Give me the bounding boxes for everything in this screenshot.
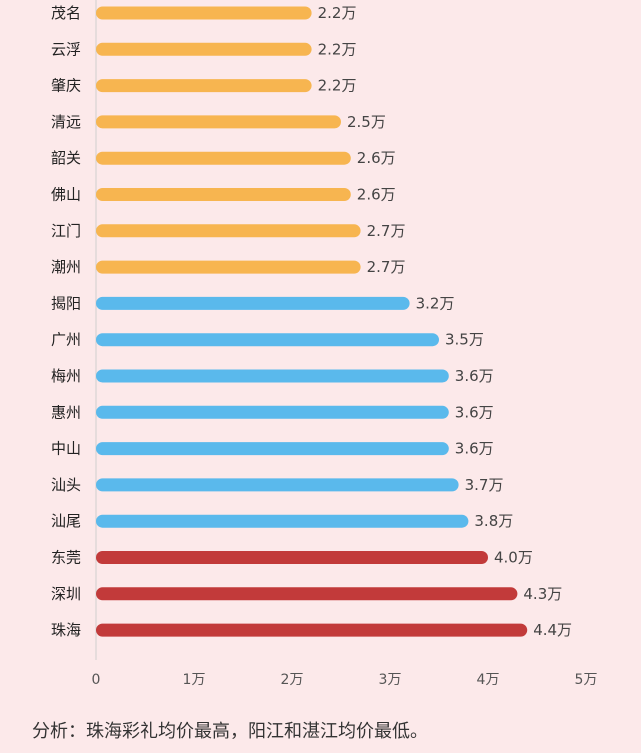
value-label: 3.7万	[465, 476, 504, 494]
bar	[96, 260, 361, 274]
value-label: 3.5万	[445, 331, 484, 349]
category-label: 惠州	[51, 403, 81, 421]
value-label: 2.6万	[357, 149, 396, 167]
category-label: 云浮	[51, 40, 81, 58]
category-label: 肇庆	[51, 77, 81, 95]
bar	[96, 188, 351, 201]
category-label: 潮州	[51, 258, 81, 276]
category-label: 中山	[51, 440, 81, 458]
bar	[96, 42, 312, 56]
bar	[96, 551, 488, 564]
bar	[96, 442, 449, 456]
bar	[96, 6, 312, 20]
category-label: 东莞	[51, 549, 81, 567]
bar	[96, 333, 439, 347]
category-label: 茂名	[51, 4, 81, 22]
value-label: 4.0万	[494, 549, 533, 567]
analysis-note: 分析：珠海彩礼均价最高，阳江和湛江均价最低。	[32, 721, 428, 742]
category-label: 广州	[51, 331, 81, 349]
category-label: 清远	[51, 113, 81, 131]
value-label: 3.6万	[455, 403, 494, 421]
bar	[96, 224, 361, 238]
value-label: 2.7万	[367, 258, 406, 276]
value-label: 3.8万	[474, 512, 513, 530]
bar	[96, 115, 341, 129]
category-label: 韶关	[51, 149, 81, 167]
bar	[96, 478, 459, 492]
x-tick-label: 5万	[575, 672, 598, 688]
value-label: 3.6万	[455, 367, 494, 385]
category-label: 佛山	[51, 186, 81, 204]
value-label: 2.2万	[318, 77, 357, 95]
bar	[96, 79, 312, 93]
bar	[96, 587, 518, 601]
value-label: 2.2万	[318, 4, 357, 22]
x-tick-label: 1万	[183, 672, 206, 688]
x-tick-label: 0	[92, 672, 101, 688]
value-label: 2.7万	[367, 222, 406, 240]
value-label: 4.4万	[533, 621, 572, 639]
x-tick-label: 4万	[477, 672, 500, 688]
bar	[96, 405, 449, 419]
value-label: 2.6万	[357, 186, 396, 204]
bar	[96, 623, 528, 637]
category-label: 梅州	[51, 367, 81, 385]
category-label: 汕尾	[51, 512, 81, 530]
value-label: 2.5万	[347, 113, 386, 131]
value-label: 3.6万	[455, 440, 494, 458]
bar	[96, 369, 449, 383]
category-label: 揭阳	[51, 294, 81, 312]
category-label: 珠海	[51, 621, 81, 639]
x-tick-label: 3万	[379, 672, 402, 688]
category-label: 深圳	[51, 585, 81, 603]
value-label: 3.2万	[416, 294, 455, 312]
category-label: 汕头	[51, 476, 81, 494]
x-tick-label: 2万	[281, 672, 304, 688]
value-label: 4.3万	[523, 585, 562, 603]
category-label: 江门	[51, 222, 81, 240]
bar	[96, 296, 410, 310]
bar	[96, 151, 351, 165]
bar	[96, 514, 469, 528]
value-label: 2.2万	[318, 40, 357, 58]
